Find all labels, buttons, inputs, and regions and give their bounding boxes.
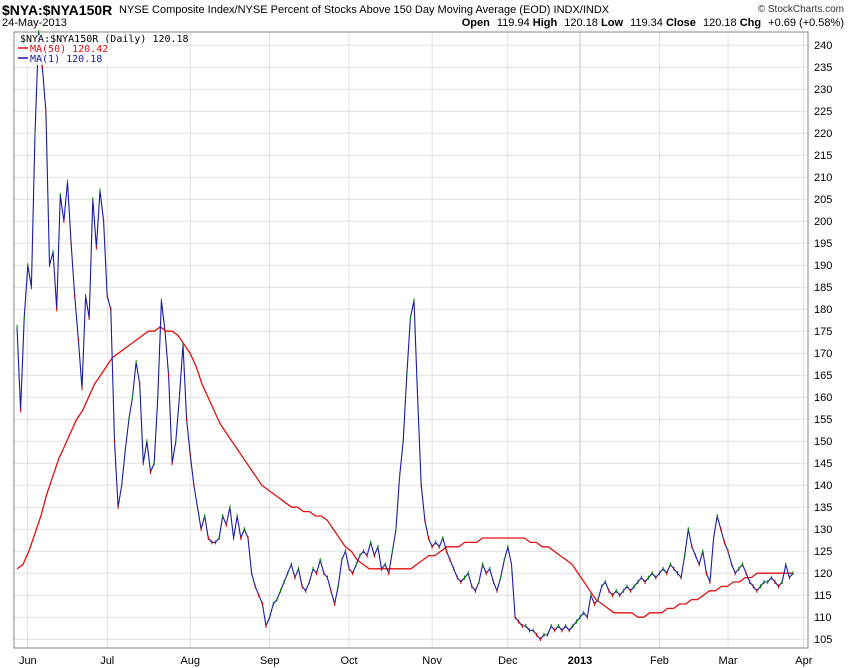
y-tick-label: 220 xyxy=(814,128,832,140)
symbol: $NYA:$NYA150R xyxy=(2,2,113,18)
high-label: High xyxy=(532,17,558,29)
y-tick-label: 105 xyxy=(814,634,832,646)
y-tick-label: 110 xyxy=(814,612,832,624)
y-tick-label: 125 xyxy=(814,546,832,558)
stockcharts-brand[interactable]: © StockCharts.com xyxy=(757,4,844,15)
close-value: 120.18 xyxy=(702,17,737,29)
y-tick-label: 155 xyxy=(814,414,832,426)
x-axis: JunJulAugSepOctNovDec2013FebMarAprMay xyxy=(19,655,813,667)
chart-grid xyxy=(14,32,808,648)
legend-ma1: MA(1) 120.18 xyxy=(30,54,102,65)
x-tick-label: Aug xyxy=(180,655,200,667)
x-tick-label: Apr xyxy=(795,655,812,667)
chg-value: +0.69 (+0.58%) xyxy=(768,17,844,29)
y-tick-label: 235 xyxy=(814,62,832,74)
x-tick-label: Jul xyxy=(100,655,114,667)
chg-label: Chg xyxy=(739,17,762,29)
ma50-line xyxy=(16,325,793,618)
open-label: Open xyxy=(461,17,490,29)
y-axis: 105 110 115 120 125 130 135 140 145 150 155 160 165 1… xyxy=(814,40,832,646)
low-value: 119.34 xyxy=(630,17,663,29)
y-tick-label: 200 xyxy=(814,216,832,228)
y-tick-label: 180 xyxy=(814,304,832,316)
low-label: Low xyxy=(601,17,623,29)
y-tick-label: 190 xyxy=(814,260,832,272)
open-value: 119.94 xyxy=(496,17,530,29)
plot-frame xyxy=(13,31,809,649)
chart-description: NYSE Composite Index/NYSE Percent of Sto… xyxy=(119,4,609,16)
y-tick-label: 205 xyxy=(814,194,832,206)
x-tick-label: Feb xyxy=(650,655,669,667)
y-tick-label: 150 xyxy=(814,436,832,448)
x-tick-label: Nov xyxy=(422,655,442,667)
y-tick-label: 230 xyxy=(814,84,832,96)
description-text: NYSE Composite Index/NYSE Percent of Sto… xyxy=(119,4,551,16)
price-line xyxy=(16,31,794,641)
y-tick-label: 225 xyxy=(814,106,832,118)
close-label: Close xyxy=(665,17,696,29)
x-tick-label: Mar xyxy=(719,655,738,667)
y-tick-label: 195 xyxy=(814,238,832,250)
y-tick-label: 140 xyxy=(814,480,832,492)
y-tick-label: 145 xyxy=(814,458,832,470)
y-tick-label: 175 xyxy=(814,326,832,338)
legend-ma50: MA(50) 120.42 xyxy=(30,44,108,55)
ma50-series xyxy=(16,325,793,618)
exchange-text: INDX/INDX xyxy=(553,4,610,16)
x-tick-label: 2013 xyxy=(568,655,592,667)
y-tick-label: 160 xyxy=(814,392,832,404)
x-tick-label: Jun xyxy=(19,655,37,667)
y-tick-label: 135 xyxy=(814,502,832,514)
y-tick-label: 170 xyxy=(814,348,832,360)
y-tick-label: 215 xyxy=(814,150,832,162)
legend-price: $NYA:$NYA150R (Daily) 120.18 xyxy=(20,34,189,45)
price-series xyxy=(16,30,794,642)
y-tick-label: 165 xyxy=(814,370,832,382)
x-tick-label: Dec xyxy=(498,655,518,667)
y-tick-label: 210 xyxy=(814,172,832,184)
x-tick-label: Oct xyxy=(340,655,357,667)
y-tick-label: 185 xyxy=(814,282,832,294)
y-tick-label: 240 xyxy=(814,40,832,52)
chart-date: 24-May-2013 xyxy=(2,17,67,29)
y-tick-label: 120 xyxy=(814,568,832,580)
high-value: 120.18 xyxy=(564,17,598,29)
ohlc-readout: Open 119.94 High 120.18 Low 119.34 Close… xyxy=(462,17,844,29)
y-tick-label: 130 xyxy=(814,524,832,536)
chart-header: $NYA:$NYA150R NYSE Composite Index/NYSE … xyxy=(0,2,850,18)
chart-legend: $NYA:$NYA150R (Daily) 120.18 MA(50) 120.… xyxy=(17,34,189,65)
y-tick-label: 115 xyxy=(814,590,832,602)
x-tick-label: Sep xyxy=(260,655,280,667)
price-summary: 24-May-2013 Open 119.94 High 120.18 Low … xyxy=(0,17,850,31)
